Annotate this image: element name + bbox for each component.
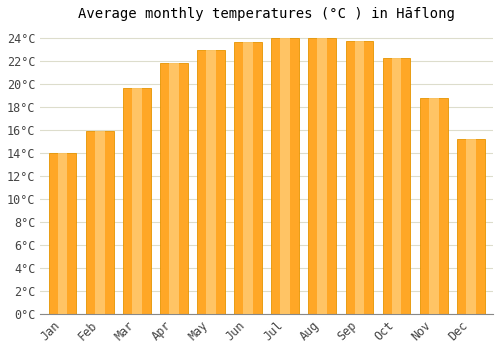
Bar (132, 89, 141, 314)
Bar (58, 153, 68, 314)
Bar (457, 139, 484, 314)
Bar (86, 131, 114, 314)
Bar (354, 41, 364, 314)
Bar (234, 42, 262, 314)
Bar (280, 38, 290, 314)
Bar (206, 50, 216, 314)
Bar (308, 38, 336, 314)
Bar (346, 41, 374, 314)
Bar (123, 89, 150, 314)
Bar (197, 50, 225, 314)
Bar (272, 38, 299, 314)
Title: Average monthly temperatures (°C ) in Hāflong: Average monthly temperatures (°C ) in Hā… (78, 7, 455, 21)
Bar (160, 63, 188, 314)
Bar (429, 98, 438, 314)
Bar (420, 98, 448, 314)
Bar (95, 131, 104, 314)
Bar (169, 63, 179, 314)
Bar (382, 58, 410, 314)
Bar (392, 58, 402, 314)
Bar (318, 38, 327, 314)
Bar (48, 153, 76, 314)
Bar (466, 139, 475, 314)
Bar (244, 42, 253, 314)
